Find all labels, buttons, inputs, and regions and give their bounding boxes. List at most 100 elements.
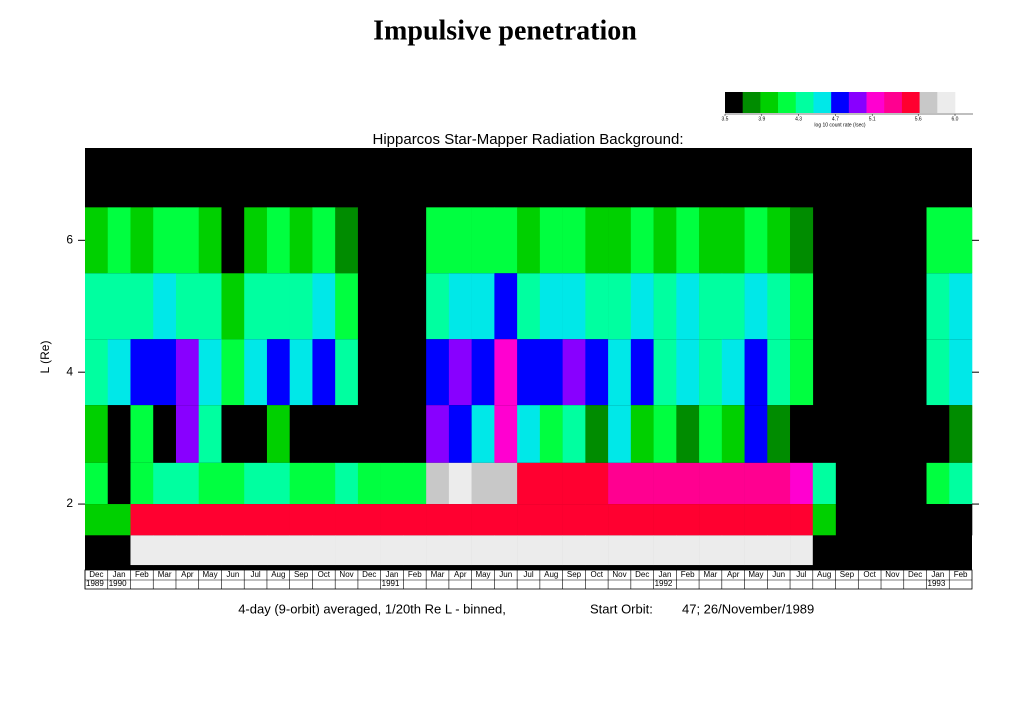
heat-cell (699, 504, 723, 536)
heat-cell (585, 535, 609, 566)
x-tick-label: Aug (544, 570, 558, 579)
heat-cell (426, 207, 450, 274)
heat-cell (494, 535, 518, 566)
heat-cell (562, 504, 586, 536)
heat-cell (585, 462, 609, 505)
heat-cell (653, 535, 677, 566)
x-tick-label: Nov (885, 570, 899, 579)
heat-cell (494, 504, 518, 536)
colorbar-swatch (884, 92, 903, 113)
colorbar-swatch (725, 92, 743, 113)
heat-cell (744, 462, 768, 505)
heat-cell (630, 535, 654, 566)
heat-cell (107, 207, 131, 274)
heat-cell (335, 535, 359, 566)
start-orbit: 47; 26/November/1989 (682, 601, 814, 616)
heat-cell (175, 273, 200, 340)
x-tick-label: May (475, 570, 490, 579)
heat-cell (471, 339, 495, 406)
heat-cell (721, 207, 745, 274)
colorbar-label: log 10 count rate (/sec) (814, 122, 865, 128)
heat-cell (767, 504, 791, 536)
heat-cell (312, 273, 336, 340)
heat-cell (699, 207, 723, 274)
heat-cell (244, 339, 268, 406)
x-tick-label: Sep (294, 570, 309, 579)
heat-cell (289, 462, 313, 505)
heat-cell (699, 273, 723, 340)
x-tick-label: Jan (386, 570, 399, 579)
heat-cell (494, 339, 518, 406)
x-tick-label: Feb (408, 570, 422, 579)
colorbar-swatch (919, 92, 938, 113)
heat-cell (585, 207, 609, 274)
heat-cell (744, 273, 768, 340)
y-tick-label: 6 (66, 232, 73, 246)
heat-cell (608, 405, 632, 463)
heat-cell (790, 207, 814, 274)
heat-cell (539, 535, 563, 566)
heat-cell (812, 504, 836, 536)
heat-cell (812, 462, 836, 505)
heat-cell (198, 405, 222, 463)
heat-cell (266, 273, 290, 340)
x-tick-label: Apr (727, 570, 740, 579)
heat-cell (562, 273, 586, 340)
heat-cell (767, 535, 791, 566)
x-tick-label: Jan (659, 570, 672, 579)
heat-cell (380, 405, 404, 463)
heat-cell (926, 207, 950, 274)
heat-cell (608, 462, 632, 505)
x-tick-label: Dec (362, 570, 376, 579)
heat-cell (517, 504, 541, 536)
heat-cell (198, 207, 222, 274)
heat-cell (380, 339, 404, 406)
heat-cell (335, 339, 359, 406)
heat-cell (539, 273, 563, 340)
heat-cell (539, 504, 563, 536)
heat-cell (107, 504, 131, 536)
heat-cell (85, 273, 109, 340)
heat-cell (744, 405, 768, 463)
heat-cell (380, 535, 404, 566)
heat-cell (357, 535, 381, 566)
heat-cell (266, 339, 290, 406)
x-tick-label: Jun (226, 570, 239, 579)
heat-cell (153, 405, 177, 463)
heat-cell (699, 462, 723, 505)
heat-cell (494, 405, 518, 463)
heat-cell (744, 535, 768, 566)
heat-cell (130, 339, 154, 406)
heat-cell (107, 273, 131, 340)
heat-cell (107, 462, 131, 505)
heat-cell (380, 504, 404, 536)
x-tick-label: Sep (840, 570, 855, 579)
x-tick-label: Jan (113, 570, 126, 579)
heat-cell (107, 339, 131, 406)
heat-cell (926, 405, 950, 463)
heat-cell (699, 535, 723, 566)
heat-cell (539, 339, 563, 406)
heat-cell (380, 273, 404, 340)
heat-cell (244, 535, 268, 566)
heat-cell (198, 462, 222, 505)
heat-cell (949, 339, 973, 406)
heat-cell (676, 462, 700, 505)
heat-cell (221, 535, 245, 566)
heat-cell (721, 462, 745, 505)
heat-cell (676, 535, 700, 566)
colorbar-tick-label: 6.0 (952, 116, 959, 122)
heat-cell (289, 535, 313, 566)
heat-cell (357, 405, 381, 463)
heat-cell (448, 339, 472, 406)
heat-cell (335, 504, 359, 536)
heat-cell (153, 462, 177, 505)
heat-cell (949, 405, 973, 463)
x-tick-label: Apr (181, 570, 194, 579)
heat-cell (198, 535, 222, 566)
x-tick-label: Apr (454, 570, 467, 579)
heat-cell (721, 504, 745, 536)
x-tick-label: Mar (704, 570, 718, 579)
heat-cell (426, 405, 450, 463)
